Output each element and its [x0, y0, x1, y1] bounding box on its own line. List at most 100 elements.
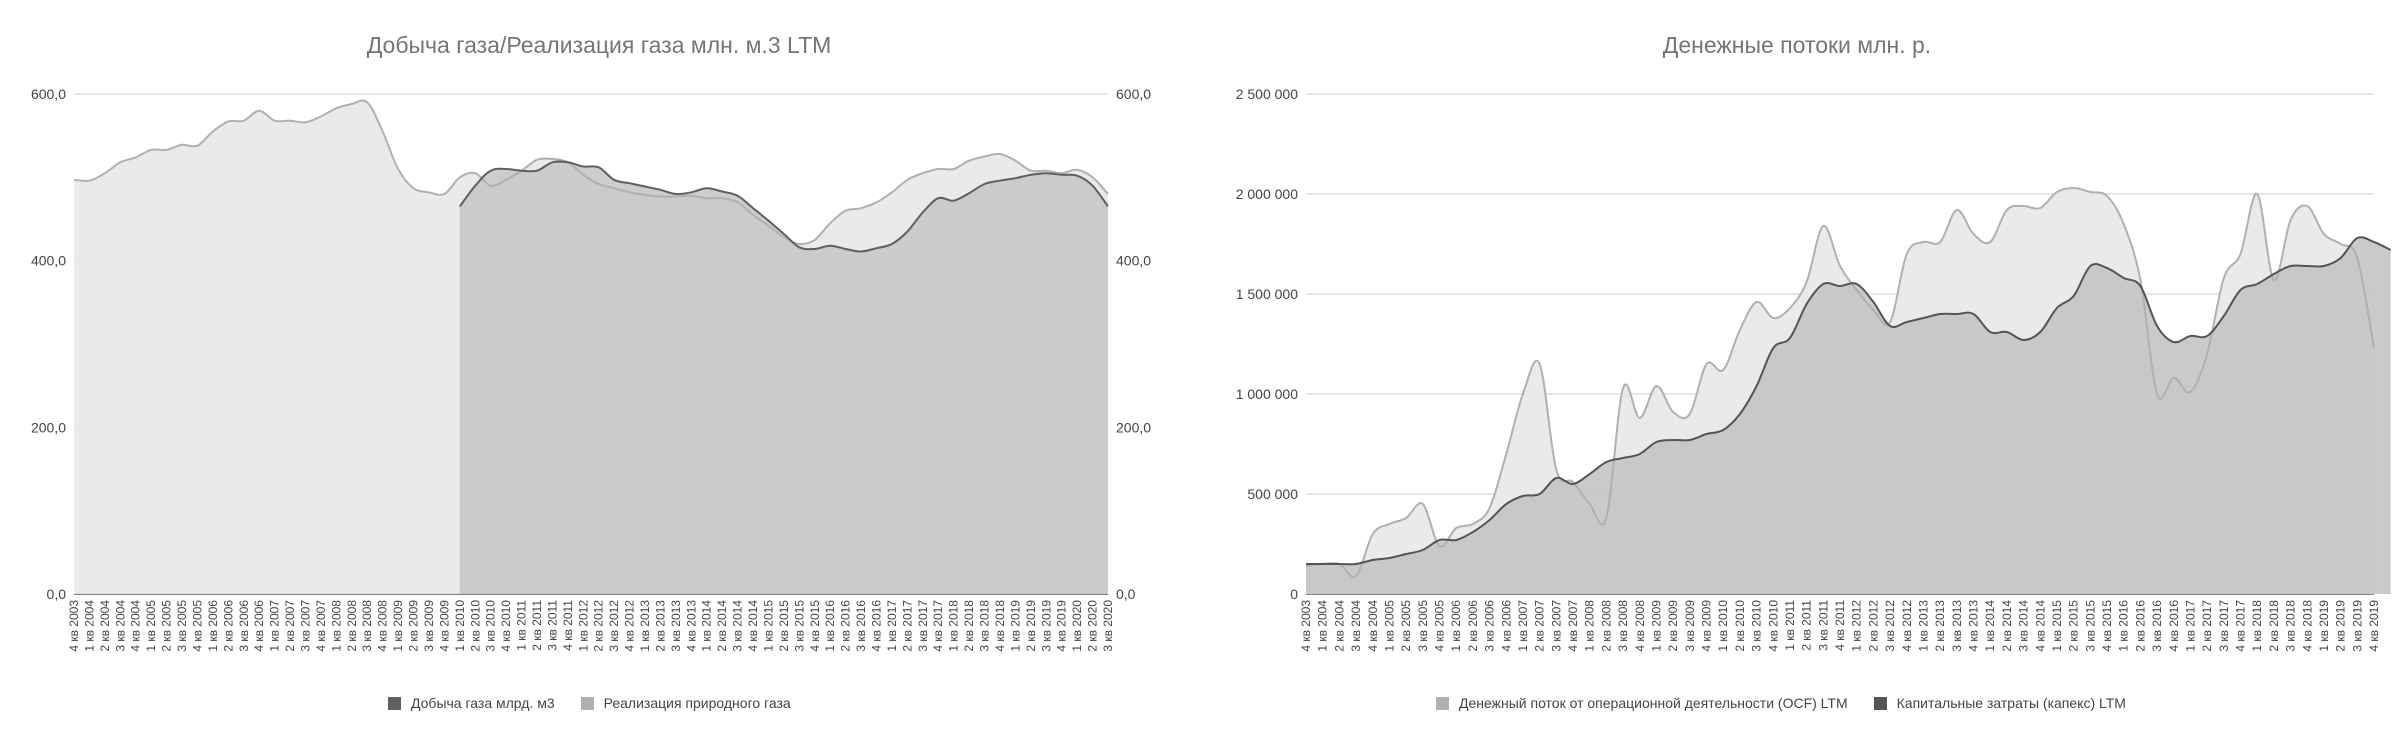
cash-x-tick: 1 кв 2006: [1449, 600, 1463, 652]
cash-x-tick: 3 кв 2009: [1683, 600, 1697, 652]
gas-x-tick: 2 кв 2006: [221, 600, 235, 652]
gas-x-tick: 3 кв 2010: [484, 600, 498, 652]
gas-x-tick: 2 кв 2018: [962, 600, 976, 652]
cash-x-tick: 3 кв 2014: [2017, 600, 2031, 652]
gas-x-tick: 3 кв 2005: [175, 600, 189, 652]
cash-x-tick: 4 кв 2008: [1633, 600, 1647, 652]
gas-x-tick: 2 кв 2017: [900, 600, 914, 652]
cashflow-chart-panel: Денежные потоки млн. р. 0 500 000 1 000 00…: [1198, 0, 2396, 733]
gas-x-tick: 2 кв 2005: [160, 600, 174, 652]
cash-x-tick: 3 кв 2013: [1950, 600, 1964, 652]
gas-x-tick: 1 кв 2016: [823, 600, 837, 652]
legend-item-gas-sales[interactable]: Реализация природного газа: [580, 695, 791, 711]
cash-x-tick: 1 кв 2011: [1783, 600, 1797, 651]
cash-x-tick: 4 кв 2011: [1833, 600, 1847, 651]
legend-swatch-gas-sales: [580, 696, 594, 710]
gas-x-tick: 4 кв 2013: [684, 600, 698, 652]
cash-x-tick: 4 кв 2012: [1900, 600, 1914, 652]
cash-x-tick: 3 кв 2016: [2150, 600, 2164, 652]
gas-x-tick: 3 кв 2018: [978, 600, 992, 652]
legend-item-ocf[interactable]: Денежный поток от операционной деятельно…: [1436, 695, 1848, 711]
cash-x-tick: 2 кв 2016: [2133, 600, 2147, 652]
cashflow-chart-title: Денежные потоки млн. р.: [1662, 32, 1932, 58]
gas-x-tick: 4 кв 2007: [314, 600, 328, 652]
legend-label-ocf: Денежный поток от операционной деятельно…: [1459, 695, 1848, 711]
gas-x-tick: 3 кв 2011: [545, 600, 559, 651]
cash-x-tick: 4 кв 2010: [1766, 600, 1780, 652]
legend-swatch-capex: [1873, 696, 1887, 710]
gas-x-tick: 1 кв 2006: [206, 600, 220, 652]
gas-x-tick: 4 кв 2006: [252, 600, 266, 652]
cash-x-tick: 2 кв 2012: [1866, 600, 1880, 652]
gas-line-series-1: [73, 99, 1109, 246]
cash-x-tick: 4 кв 2019: [2367, 600, 2381, 652]
gas-x-tick: 1 кв 2008: [329, 600, 343, 652]
gas-x-tick: 3 кв 2015: [792, 600, 806, 652]
cash-x-tick: 1 кв 2004: [1316, 600, 1330, 652]
legend-label-capex: Капитальные затраты (капекс) LTM: [1896, 695, 2126, 711]
cash-y-tick-left: 0: [1290, 586, 1298, 602]
cash-x-tick: 3 кв 2011: [1816, 600, 1830, 651]
gas-x-tick: 4 кв 2014: [746, 600, 760, 652]
cash-x-tick: 3 кв 2018: [2284, 600, 2298, 652]
gas-x-tick: 1 кв 2013: [638, 600, 652, 652]
gas-x-tick: 1 кв 2004: [82, 600, 96, 652]
gas-x-tick: 3 кв 2009: [422, 600, 436, 652]
cash-x-tick: 1 кв 2013: [1916, 600, 1930, 652]
cash-x-tick: 1 кв 2014: [1983, 600, 1997, 652]
cash-line-series-0: [1305, 186, 2375, 579]
legend-item-capex[interactable]: Капитальные затраты (капекс) LTM: [1873, 695, 2126, 711]
cash-x-tick: 1 кв 2016: [2117, 600, 2131, 652]
cash-x-tick: 3 кв 2006: [1483, 600, 1497, 652]
gas-x-tick: 3 кв 2016: [854, 600, 868, 652]
gas-x-tick: 3 кв 2017: [916, 600, 930, 652]
cash-x-tick: 2 кв 2013: [1933, 600, 1947, 652]
gas-x-tick: 1 кв 2007: [268, 600, 282, 652]
cash-x-tick: 4 кв 2009: [1700, 600, 1714, 652]
gas-x-tick: 4 кв 2017: [931, 600, 945, 652]
gas-x-tick: 1 кв 2014: [700, 600, 714, 652]
gas-x-tick: 3 кв 2013: [669, 600, 683, 652]
cash-x-tick: 4 кв 2014: [2033, 600, 2047, 652]
gas-x-tick: 2 кв 2004: [98, 600, 112, 652]
legend-swatch-gas-production: [388, 696, 401, 710]
gas-x-tick: 4 кв 2019: [1055, 600, 1069, 652]
gas-y-tick-right: 0,0: [1116, 586, 1136, 602]
legend-item-gas-production[interactable]: Добыча газа млрд. м3: [388, 695, 555, 711]
gas-x-tick: 2 кв 2014: [715, 600, 729, 652]
gas-x-tick: 2 кв 2010: [468, 600, 482, 652]
cash-x-tick: 4 кв 2004: [1366, 600, 1380, 652]
gas-x-tick: 4 кв 2018: [993, 600, 1007, 652]
gas-x-tick: 2 кв 2015: [777, 600, 791, 652]
cash-line-series-1: [1305, 236, 2392, 566]
gas-x-tick: 3 кв 2007: [299, 600, 313, 652]
gas-x-tick: 4 кв 2004: [129, 600, 143, 652]
gas-x-tick: 3 кв 2004: [113, 600, 127, 652]
gas-x-tick: 1 кв 2005: [144, 600, 158, 652]
gas-x-tick: 3 кв 2019: [1039, 600, 1053, 652]
cash-x-tick: 4 кв 2013: [1967, 600, 1981, 652]
cash-x-tick: 2 кв 2017: [2200, 600, 2214, 652]
gas-chart-panel: Добыча газа/Реализация газа млн. м.3 LTM…: [31, 32, 1151, 711]
cash-y-tick-left: 1 500 000: [1236, 286, 1298, 302]
gas-x-tick: 4 кв 2003: [67, 600, 81, 652]
cash-x-tick: 1 кв 2019: [2317, 600, 2331, 652]
gas-x-tick: 3 кв 2008: [360, 600, 374, 652]
gas-y-tick-right: 600,0: [1116, 86, 1151, 102]
cash-x-tick: 2 кв 2008: [1599, 600, 1613, 652]
gas-chart-title: Добыча газа/Реализация газа млн. м.3 LTM: [366, 32, 832, 58]
gas-x-tick: 4 кв 2008: [376, 600, 390, 652]
cash-x-tick: 4 кв 2015: [2100, 600, 2114, 652]
cash-x-tick: 2 кв 2005: [1399, 600, 1413, 652]
cash-x-tick: 1 кв 2007: [1516, 600, 1530, 652]
gas-x-tick: 4 кв 2010: [499, 600, 513, 652]
cash-y-tick-left: 2 000 000: [1236, 186, 1298, 202]
gas-chart-legend: Добыча газа млрд. м3 Реализация природно…: [388, 695, 809, 711]
gas-x-tick: 1 кв 2020: [1070, 600, 1084, 652]
gas-x-tick: 3 кв 2014: [731, 600, 745, 652]
cash-x-tick: 1 кв 2015: [2050, 600, 2064, 652]
cash-y-tick-left: 500 000: [1247, 486, 1298, 502]
cash-x-tick: 2 кв 2019: [2334, 600, 2348, 652]
cash-y-tick-left: 1 000 000: [1236, 386, 1298, 402]
gas-x-tick: 2 кв 2009: [407, 600, 421, 652]
